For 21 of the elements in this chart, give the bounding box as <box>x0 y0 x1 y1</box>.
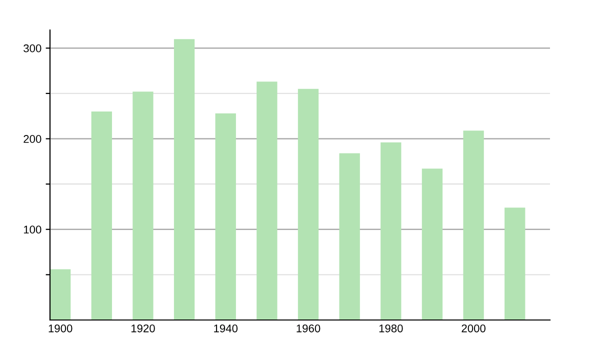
x-tick-label: 2000 <box>462 324 486 332</box>
y-tick-label: 100 <box>24 226 42 234</box>
y-tick-label: 300 <box>24 44 42 52</box>
bar <box>174 39 195 320</box>
bar <box>463 130 484 320</box>
x-tick-label: 1940 <box>214 324 238 332</box>
bar <box>50 269 71 320</box>
y-tick-label: 200 <box>24 135 42 143</box>
bar <box>422 168 443 320</box>
bar <box>504 208 526 320</box>
bar <box>339 153 360 320</box>
bar <box>256 82 278 320</box>
bar <box>215 113 236 320</box>
x-tick-label: 1920 <box>131 324 155 332</box>
bar <box>132 92 154 320</box>
bar <box>380 142 402 320</box>
bar <box>298 88 319 320</box>
x-tick-label: 1980 <box>379 324 403 332</box>
x-tick-label: 1900 <box>48 324 72 332</box>
bar <box>91 112 112 320</box>
x-tick-label: 1960 <box>296 324 320 332</box>
